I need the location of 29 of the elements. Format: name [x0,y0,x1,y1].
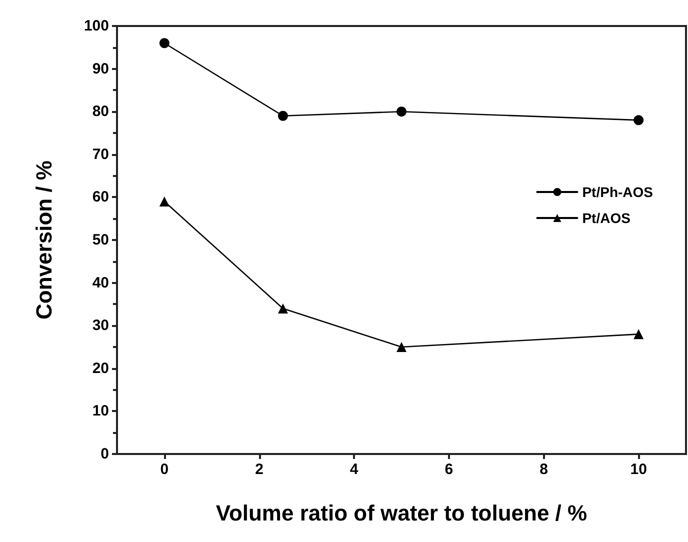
x-tick-label: 6 [444,461,454,478]
x-tick-label: 10 [630,461,647,478]
point [278,303,288,314]
y-tick-label: 40 [92,274,109,292]
y-tick-label: 60 [92,188,109,206]
point [278,110,288,121]
y-tick-label: 90 [92,60,109,78]
x-tick-label: 8 [540,461,548,478]
x-axis-title: Volume ratio of water to toluene / % [216,500,588,526]
y-tick-label: 10 [92,402,109,420]
y-axis-title: Conversion / % [32,160,56,320]
point [159,38,170,48]
y-tick-label: 80 [92,103,109,120]
point [396,342,406,352]
point [634,115,644,126]
y-tick-label: 50 [92,232,109,248]
y-tick-label: 0 [100,446,109,462]
point [159,196,170,206]
x-tick-label: 0 [160,461,169,478]
x-tick-label: 4 [350,461,359,478]
y-tick-label: 100 [84,18,109,34]
legend-label: Pt/Ph-AOS [582,184,653,200]
y-tick-label: 20 [92,360,109,377]
x-tick-label: 2 [255,461,264,478]
y-tick-label: 30 [92,317,109,334]
legend-label: Pt/AOS [582,210,630,226]
point [634,329,644,340]
y-tick-label: 70 [92,146,109,163]
point [396,106,406,117]
